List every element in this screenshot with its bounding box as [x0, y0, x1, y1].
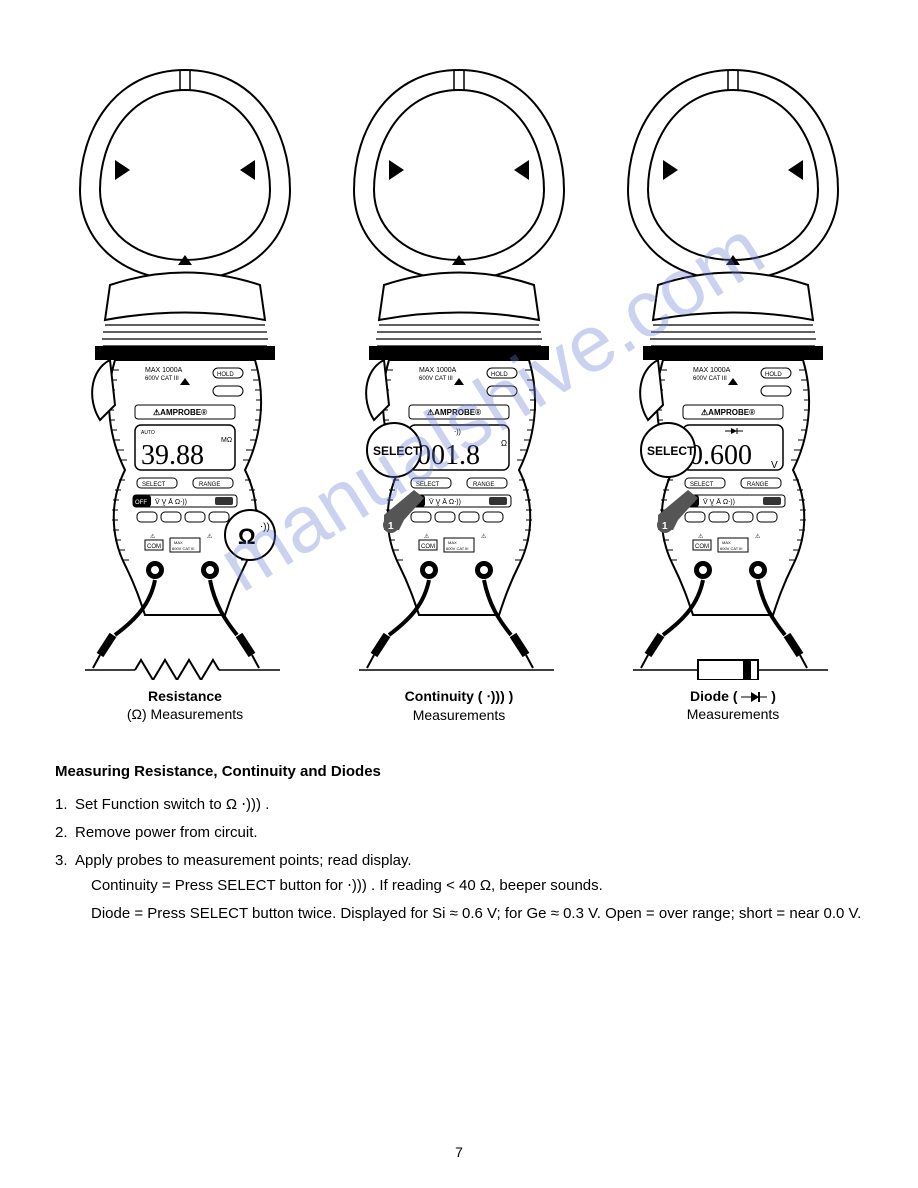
svg-text:⚠AMPROBE®: ⚠AMPROBE® [427, 408, 481, 417]
callout-sound: ⋅)) [260, 522, 270, 533]
pointer-num-3: 1 [662, 521, 668, 532]
list-item-3: 3.Apply probes to measurement points; re… [55, 850, 863, 925]
instruction-list: 1.Set Function switch to Ω ⋅))) . 2.Remo… [55, 794, 863, 925]
list-item-2: 2.Remove power from circuit. [55, 822, 863, 844]
svg-text:⚠: ⚠ [424, 533, 430, 540]
display-reading-2: 001.8 [417, 440, 480, 471]
svg-text:600V CAT III: 600V CAT III [693, 376, 727, 382]
svg-text:MAX: MAX [722, 540, 731, 545]
slider-marks: V̄ V̰ Ā Ω⋅)) [155, 498, 187, 506]
svg-text:MAX: MAX [448, 540, 457, 545]
svg-text:V̄ V̰ Ā Ω⋅)): V̄ V̰ Ā Ω⋅)) [429, 498, 461, 506]
svg-text:COM: COM [421, 544, 435, 550]
svg-text:MAX 1000A: MAX 1000A [419, 367, 457, 374]
svg-text:⚠: ⚠ [207, 533, 213, 540]
svg-text:SELECT: SELECT [690, 482, 714, 488]
caption-2: Continuity ( ⋅))) ) Measurements [397, 688, 522, 723]
display-reading-3: 0.600 [689, 440, 752, 471]
section-heading: Measuring Resistance, Continuity and Dio… [55, 763, 863, 780]
auto-indicator: AUTO [141, 430, 155, 436]
list-item-3-text: Apply probes to measurement points; read… [75, 852, 412, 869]
svg-text:⚠: ⚠ [150, 533, 156, 540]
svg-text:600V CAT III: 600V CAT III [419, 376, 453, 382]
svg-text:SELECT: SELECT [416, 482, 440, 488]
meter-column-continuity: MAX 1000A 600V CAT III HOLD ⚠AMPROBE® ⋅)… [329, 60, 589, 723]
display-unit-2: Ω [501, 439, 507, 448]
svg-text:⚠: ⚠ [481, 533, 487, 540]
list-item-3b: Diode = Press SELECT button twice. Displ… [75, 903, 863, 925]
display-unit: MΩ [221, 437, 232, 444]
svg-text:⚠AMPROBE®: ⚠AMPROBE® [701, 408, 755, 417]
list-item-2-text: Remove power from circuit. [75, 824, 258, 841]
caption-2-sub: Measurements [405, 707, 514, 723]
meter-column-diode: MAX 1000A 600V CAT III HOLD ⚠AMPROBE® 0.… [603, 60, 863, 723]
svg-text:HOLD: HOLD [491, 372, 508, 378]
meter-column-resistance: MAX 1000A 600V CAT III HOLD ⚠AMPROBE® AU… [55, 60, 315, 723]
svg-text:RANGE: RANGE [747, 482, 768, 488]
caption-2-title: Continuity ( ⋅))) ) [405, 688, 514, 705]
svg-text:HOLD: HOLD [765, 372, 782, 378]
hold-button: HOLD [217, 372, 234, 378]
select-overlay-2: SELECT [373, 444, 421, 458]
rating-label: MAX 1000A [145, 367, 183, 374]
svg-text:RANGE: RANGE [473, 482, 494, 488]
cat-label: 600V CAT III [145, 376, 179, 382]
svg-text:MAX: MAX [174, 540, 183, 545]
caption-1: Resistance (Ω) Measurements [119, 688, 251, 722]
range-button: RANGE [199, 482, 220, 488]
caption-3-sub: Measurements [687, 706, 780, 722]
com-jack: COM [147, 544, 161, 550]
display-reading: 39.88 [141, 440, 204, 471]
select-button: SELECT [142, 482, 166, 488]
svg-text:⚠: ⚠ [755, 533, 761, 540]
svg-text:600V CAT III: 600V CAT III [720, 546, 743, 551]
svg-text:V̄ V̰ Ā Ω⋅)): V̄ V̰ Ā Ω⋅)) [703, 498, 735, 506]
callout-ohm: Ω [238, 524, 256, 549]
clamp-meter-diagram-2: MAX 1000A 600V CAT III HOLD ⚠AMPROBE® ⋅)… [329, 60, 589, 680]
pointer-num-2: 1 [388, 521, 394, 532]
list-item-3a: Continuity = Press SELECT button for ⋅))… [75, 875, 863, 897]
svg-text:⚠: ⚠ [698, 533, 704, 540]
svg-text:COM: COM [695, 544, 709, 550]
select-overlay-3: SELECT [647, 444, 695, 458]
svg-text:600V CAT III: 600V CAT III [446, 546, 469, 551]
list-item-1: 1.Set Function switch to Ω ⋅))) . [55, 794, 863, 816]
diagrams-row: MAX 1000A 600V CAT III HOLD ⚠AMPROBE® AU… [55, 60, 863, 723]
display-unit-3: V [771, 460, 778, 471]
brand-label: ⚠AMPROBE® [153, 408, 207, 417]
caption-1-title: Resistance [127, 688, 243, 704]
caption-3-title: Diode ( ) [687, 688, 780, 704]
caption-3: Diode ( ) Measurements [679, 688, 788, 722]
display-sound-icon: ⋅)) [454, 429, 461, 436]
clamp-meter-diagram-3: MAX 1000A 600V CAT III HOLD ⚠AMPROBE® 0.… [603, 60, 863, 680]
list-item-1-text: Set Function switch to Ω ⋅))) . [75, 796, 269, 813]
caption-1-sub: (Ω) Measurements [127, 706, 243, 722]
cat-jack: 600V CAT III [172, 546, 195, 551]
off-label: OFF [135, 500, 147, 506]
clamp-meter-diagram-1: MAX 1000A 600V CAT III HOLD ⚠AMPROBE® AU… [55, 60, 315, 680]
svg-text:MAX 1000A: MAX 1000A [693, 367, 731, 374]
page-number: 7 [0, 1144, 918, 1160]
